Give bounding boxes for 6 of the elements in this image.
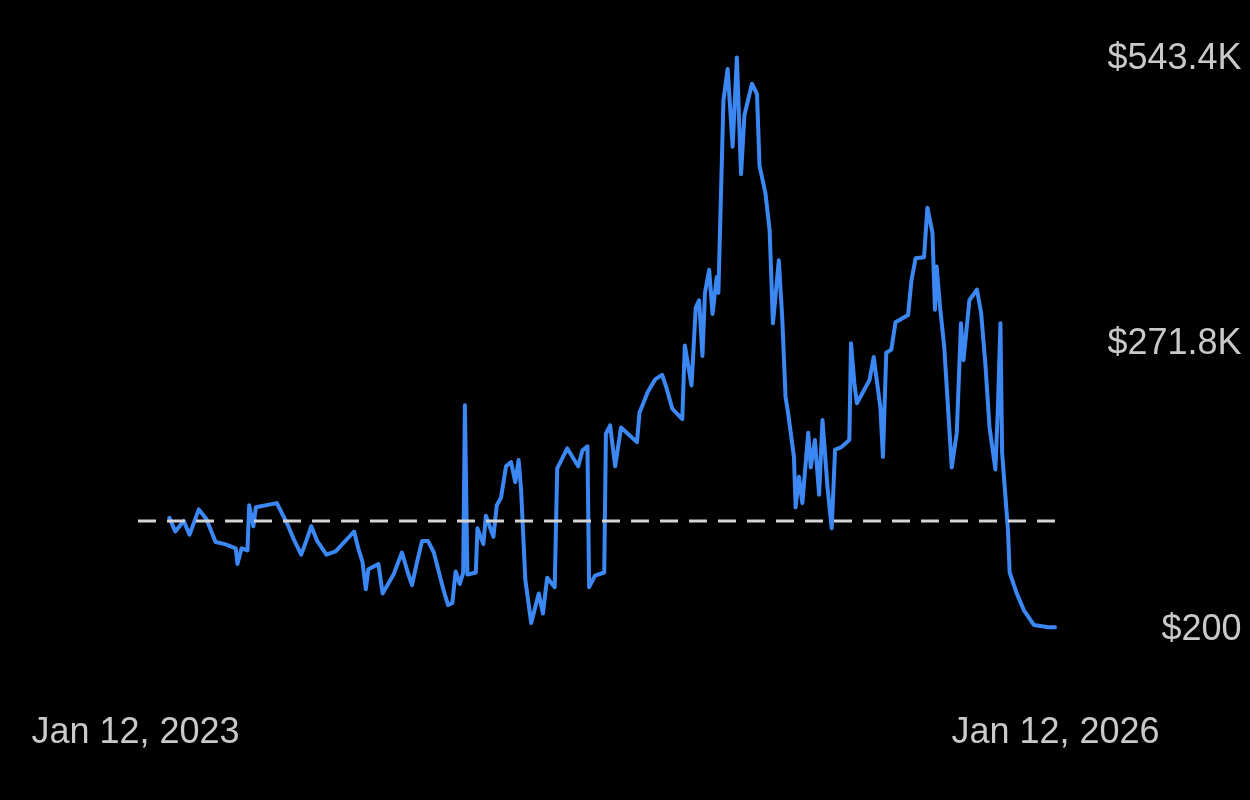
y-tick-label: $271.8K [1107,321,1242,362]
y-tick-label: $543.4K [1107,35,1242,77]
line-series [167,55,1057,630]
x-tick-label: Jan 12, 2023 [31,709,240,751]
y-tick-label: $200 [1161,606,1242,648]
x-tick-label: Jan 12, 2026 [951,709,1160,751]
